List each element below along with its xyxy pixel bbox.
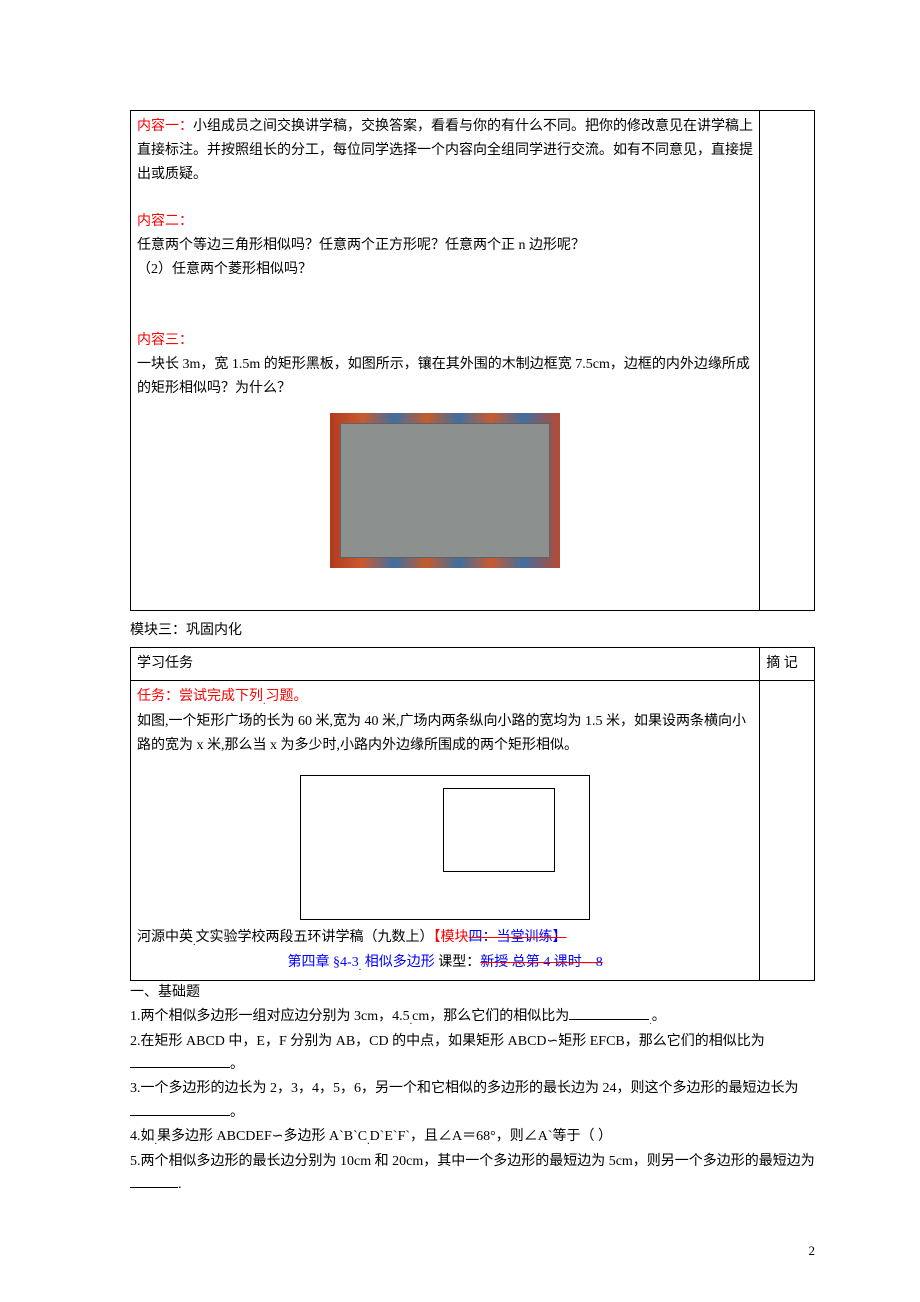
q2-text: 2.在矩形 ABCD 中，E，F 分别为 AB，CD 的中点，如果矩形 ABCD…	[130, 1034, 765, 1049]
blackboard-surface	[340, 423, 550, 558]
study-table: 学习任务 摘 记 任务：尝试完成下列.习题。 如图,一个矩形广场的长为 60 米…	[130, 647, 815, 981]
footer-line1-b: 文实验学校两段五环讲学稿（九数上）	[196, 930, 434, 945]
footer-line1: 河源中英.文实验学校两段五环讲学稿（九数上）【模块四：当堂训练】	[137, 926, 753, 951]
content1-body: 小组成员之间交换讲学稿，交换答案，看看与你的有什么不同。把你的修改意见在讲学稿上…	[137, 119, 753, 182]
notes-cell-2	[760, 680, 815, 980]
footer-line2: 第四章 §4-3. 相似多边形 课型：新授 总第 4 课时—8	[137, 951, 753, 976]
subline-a: 第四章 §4-3	[288, 955, 359, 970]
question-1: 1.两个相似多边形一组对应边分别为 3cm，4.5.cm，那么它们的相似比为.。	[130, 1005, 815, 1030]
task-body: 如图,一个矩形广场的长为 60 米,宽为 40 米,广场内两条纵向小路的宽均为 …	[137, 710, 753, 758]
question-3: 3.一个多边形的边长为 2，3，4，5，6，另一个和它相似的多边形的最长边为 2…	[130, 1077, 815, 1125]
blank-fill[interactable]	[130, 1101, 230, 1116]
question-2: 2.在矩形 ABCD 中，E，F 分别为 AB，CD 的中点，如果矩形 ABCD…	[130, 1030, 815, 1078]
content2-line2: （2）任意两个菱形相似吗？	[137, 258, 753, 282]
subline-b: 相似多边形	[361, 955, 435, 970]
q5-text: 5.两个相似多边形的最长边分别为 10cm 和 20cm，其中一个多边形的最短边…	[130, 1154, 815, 1169]
blank-fill[interactable]	[130, 1173, 178, 1188]
q1-part-b: cm，那么它们的相似比为	[412, 1009, 569, 1024]
col-header-note: 摘 记	[760, 648, 815, 681]
q1-tail: 。	[652, 1009, 666, 1024]
content2-line1: 任意两个等边三角形相似吗？任意两个正方形呢？任意两个正 n 边形呢？	[137, 234, 753, 258]
q2-tail: 。	[230, 1057, 244, 1072]
q3-tail: 。	[230, 1105, 244, 1120]
blank-fill[interactable]	[130, 1053, 230, 1068]
footer-bracket-open: 【模块	[434, 930, 469, 945]
study-task-cell: 任务：尝试完成下列.习题。 如图,一个矩形广场的长为 60 米,宽为 40 米,…	[131, 680, 760, 980]
col-header-study: 学习任务	[131, 648, 760, 681]
page: 内容一：小组成员之间交换讲学稿，交换答案，看看与你的有什么不同。把你的修改意见在…	[0, 0, 920, 1302]
footer-train: 当堂训练】	[497, 930, 567, 945]
content-cell: 内容一：小组成员之间交换讲学稿，交换答案，看看与你的有什么不同。把你的修改意见在…	[131, 111, 760, 611]
question-4: 4.如.果多边形 ABCDEF∽多边形 A`B`C.D`E`F`，且∠A＝68°…	[130, 1125, 815, 1150]
notes-cell-1	[760, 111, 815, 611]
blank-fill[interactable]	[569, 1005, 649, 1020]
q4-a: 4.如	[130, 1129, 155, 1144]
task-heading-tail: 习题。	[266, 689, 308, 704]
q5-tail: .	[178, 1177, 182, 1192]
content3-heading: 内容三：	[137, 329, 753, 353]
blackboard-figure	[137, 413, 753, 577]
content1-heading: 内容一：	[137, 119, 193, 134]
q4-b: 果多边形 ABCDEF∽多边形 A`B`C	[157, 1129, 367, 1144]
module-3-title: 模块三：巩固内化	[130, 619, 815, 643]
plaza-inner-rect	[443, 788, 555, 872]
blackboard	[330, 413, 560, 568]
content-box-1: 内容一：小组成员之间交换讲学稿，交换答案，看看与你的有什么不同。把你的修改意见在…	[130, 110, 815, 611]
blackboard-frame	[330, 413, 560, 568]
plaza-figure	[300, 775, 590, 920]
content3-body: 一块长 3m，宽 1.5m 的矩形黑板，如图所示，镶在其外围的木制边框宽 7.5…	[137, 353, 753, 401]
q1-part-a: 1.两个相似多边形一组对应边分别为 3cm，4.5	[130, 1009, 410, 1024]
task-heading: 任务：尝试完成下列	[137, 689, 263, 704]
footer-module-four: 四：	[469, 930, 497, 945]
q4-c: D`E`F`，且∠A＝68°，则∠A`等于（ ）	[370, 1129, 612, 1144]
section-basic-title: 一、基础题	[130, 981, 815, 1005]
content2-heading: 内容二：	[137, 210, 753, 234]
subline-d: 新授 总第 4 课时—8	[480, 955, 603, 970]
subline-c: 课型：	[435, 955, 481, 970]
footer-line1-a: 河源中英	[137, 930, 193, 945]
page-number: 2	[809, 1240, 816, 1262]
q3-text: 3.一个多边形的边长为 2，3，4，5，6，另一个和它相似的多边形的最长边为 2…	[130, 1081, 799, 1096]
question-5: 5.两个相似多边形的最长边分别为 10cm 和 20cm，其中一个多边形的最短边…	[130, 1150, 815, 1198]
